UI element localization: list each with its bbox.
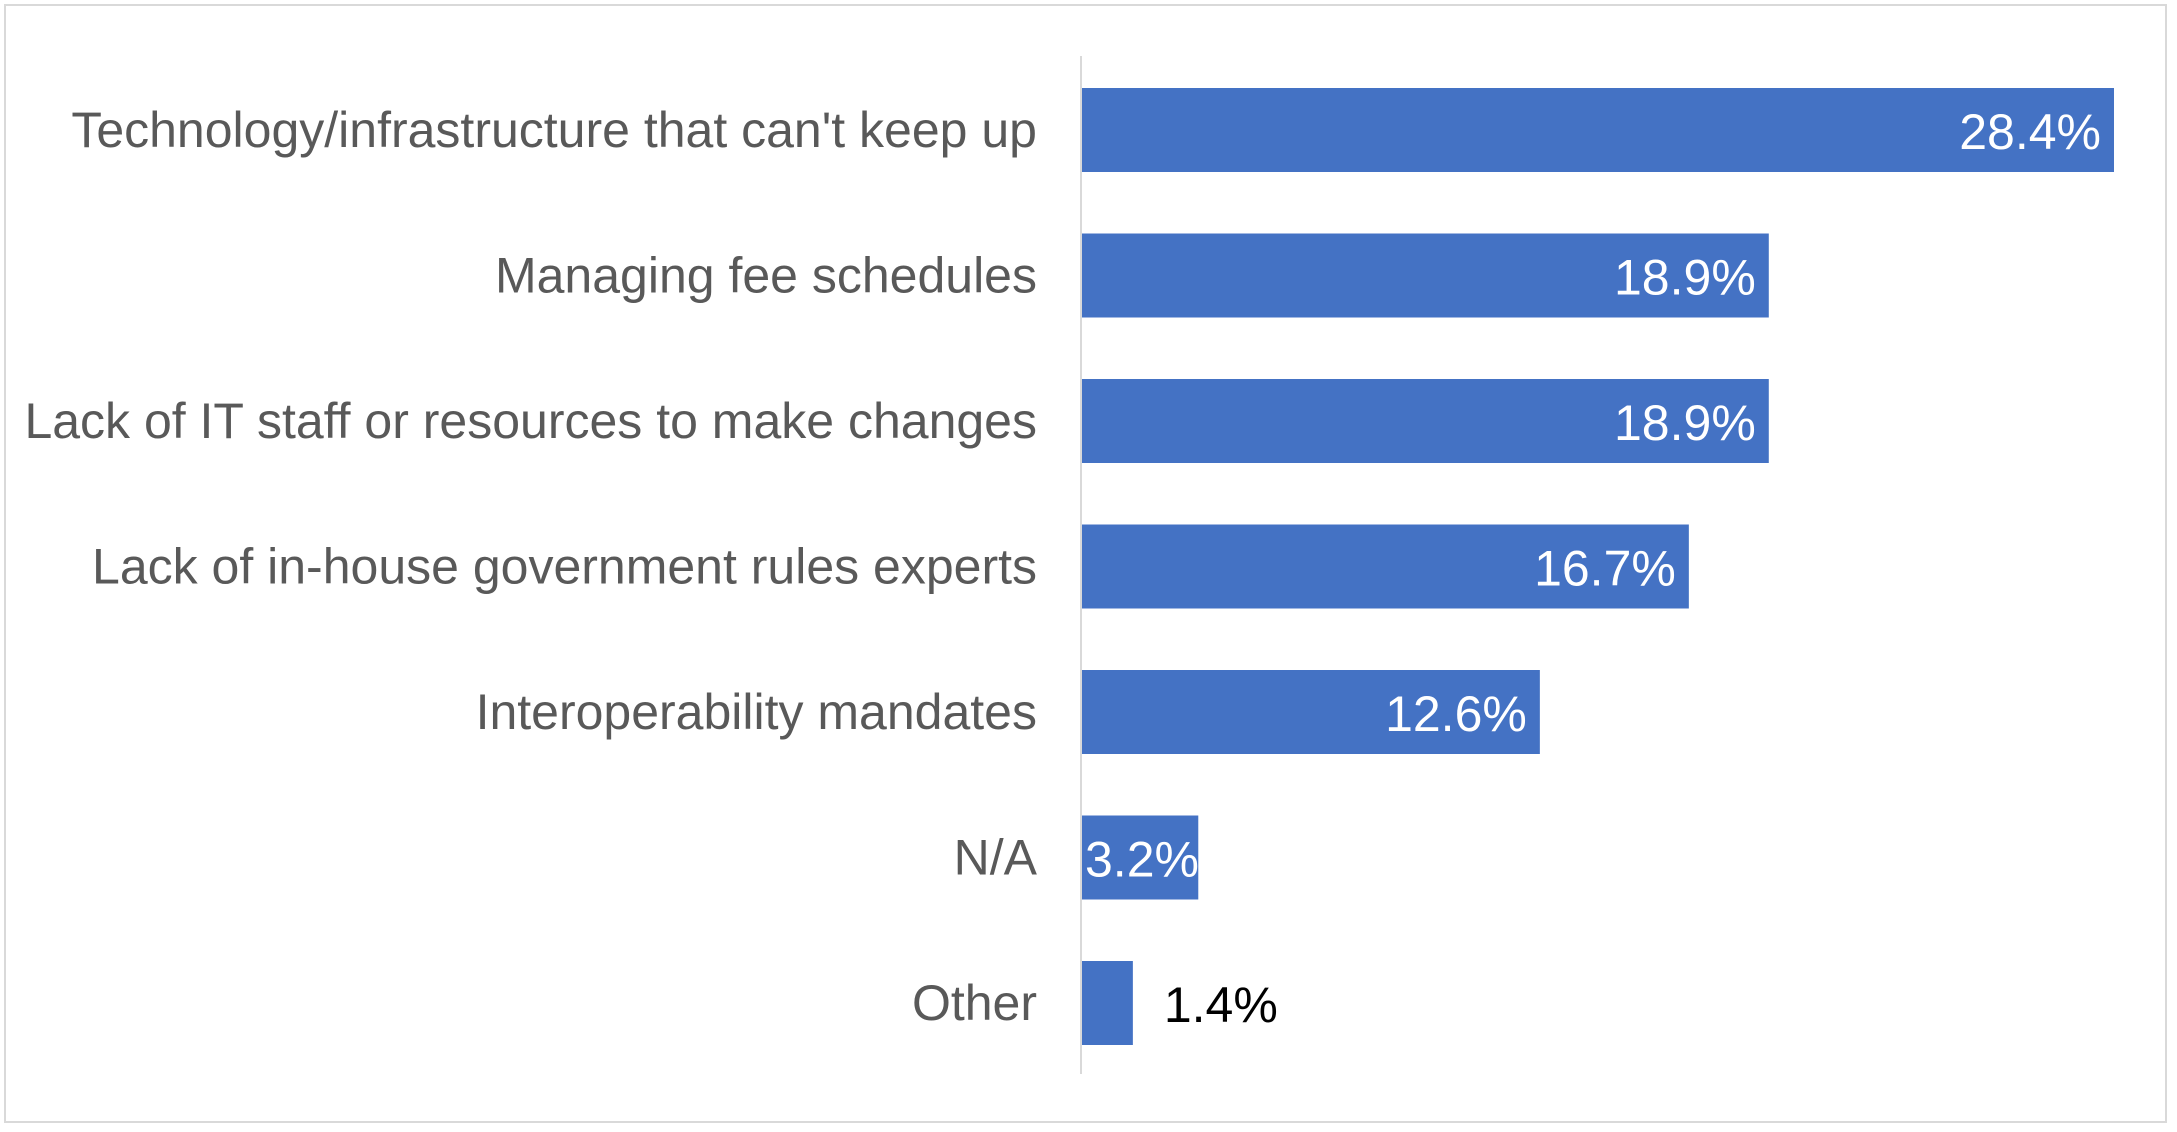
data-label: 16.7%	[1534, 541, 1676, 597]
data-label: 12.6%	[1385, 686, 1527, 742]
bar	[1082, 88, 2114, 172]
bars-layer	[1082, 88, 2114, 1045]
bar	[1082, 233, 1769, 318]
category-label: Lack of IT staff or resources to make ch…	[24, 393, 1037, 449]
category-label: Technology/infrastructure that can't kee…	[71, 102, 1037, 158]
data-label: 1.4%	[1164, 977, 1278, 1033]
bar	[1082, 961, 1133, 1045]
chart-frame: Technology/infrastructure that can't kee…	[4, 4, 2167, 1123]
labels-layer: Technology/infrastructure that can't kee…	[24, 102, 2101, 1033]
bar	[1082, 815, 1199, 900]
bar-chart: Technology/infrastructure that can't kee…	[24, 56, 2114, 1074]
category-label: Lack of in-house government rules expert…	[92, 539, 1037, 595]
bar	[1082, 524, 1689, 609]
data-label: 18.9%	[1614, 395, 1756, 451]
bar	[1082, 670, 1540, 754]
data-label: 3.2%	[1085, 832, 1199, 888]
category-label: Interoperability mandates	[476, 684, 1037, 740]
data-label: 28.4%	[1959, 104, 2101, 160]
category-label: Other	[912, 975, 1037, 1031]
bar	[1082, 379, 1769, 463]
category-label: N/A	[954, 830, 1038, 886]
category-label: Managing fee schedules	[495, 248, 1037, 304]
data-label: 18.9%	[1614, 250, 1756, 306]
